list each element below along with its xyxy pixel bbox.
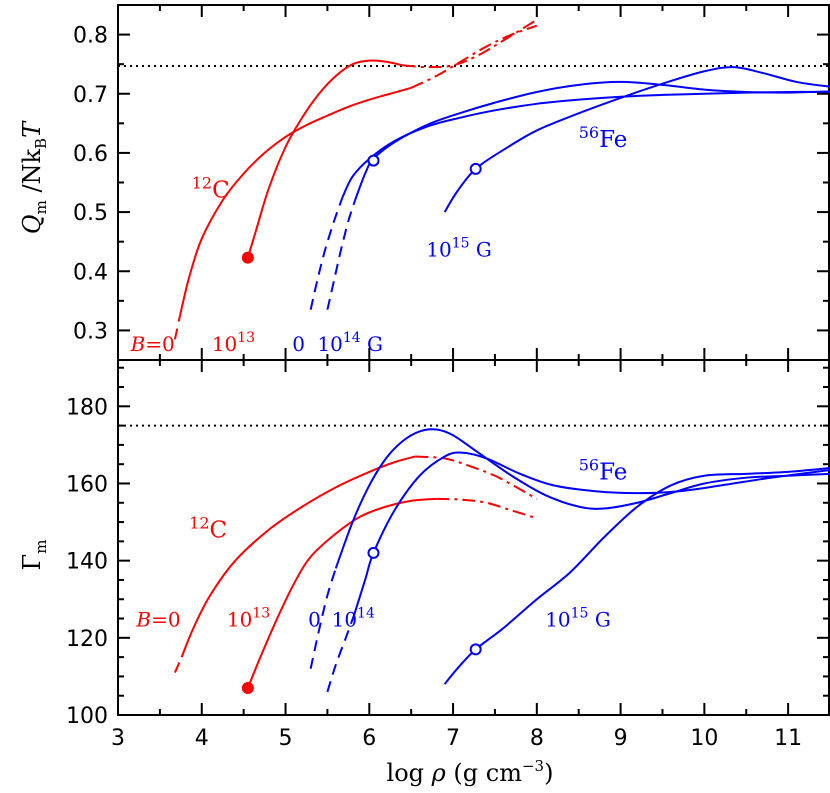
x-tick-label: 10	[690, 726, 718, 751]
y-tick-label: 100	[66, 704, 108, 729]
open-circle-marker	[469, 162, 482, 175]
filled-circle-marker	[241, 251, 254, 264]
y-tick-label: 0.3	[73, 319, 108, 344]
series-c-1e13-solid	[246, 497, 437, 689]
y-tick-label: 120	[66, 627, 108, 652]
curve-annotation: 56Fe	[579, 456, 628, 486]
curve-annotation: 56Fe	[579, 123, 628, 153]
series-fe-b0-solid	[341, 90, 830, 198]
curve-annotation: 1013	[227, 605, 270, 631]
series-c-b0-solid	[180, 455, 416, 658]
open-circle-marker	[469, 643, 482, 656]
series-c-1e13-solid	[246, 59, 404, 258]
y-tick-label: 0.6	[73, 142, 108, 167]
series-c-1e13-dashdot	[436, 497, 538, 520]
x-tick-label: 4	[195, 726, 209, 751]
curve-annotation: 1015 G	[426, 235, 492, 261]
curve-annotation: 1013	[212, 330, 255, 356]
open-circle-marker	[367, 154, 380, 167]
series-fe-1e15-solid	[443, 467, 830, 685]
series-fe-1e14-solid	[353, 451, 830, 615]
curves	[173, 18, 830, 694]
series-c-b0-dashdot	[410, 24, 538, 89]
series-c-b0-dashed	[174, 656, 183, 673]
ticks	[117, 4, 830, 716]
y-tick-label: 0.8	[73, 24, 108, 49]
y-tick-label: 140	[66, 550, 108, 575]
series-c-b0-dashed	[173, 315, 181, 340]
curve-annotation: 12C	[192, 173, 230, 203]
series-fe-1e15-solid	[443, 66, 830, 213]
bottom-y-axis-label: Γm	[18, 540, 50, 571]
curve-annotation: 0	[308, 607, 321, 631]
series-c-1e13-dashdot	[402, 18, 538, 69]
y-tick-label: 160	[66, 472, 108, 497]
curve-annotation: 1015 G	[545, 605, 611, 631]
series-fe-b0-dashed	[309, 568, 337, 669]
x-axis-label: log ρ (g cm−3)	[387, 757, 554, 787]
y-tick-label: 0.5	[73, 201, 108, 226]
series-c-b0-solid	[179, 86, 412, 316]
curve-annotation: 12C	[189, 514, 227, 544]
series-fe-1e14-solid	[354, 80, 830, 201]
series-fe-1e14-dashed	[326, 614, 356, 693]
curve-annotation: 1014 G	[317, 330, 383, 356]
x-tick-label: 3	[111, 726, 125, 751]
bottom-panel-frame	[117, 359, 830, 716]
bottom-panel	[117, 359, 830, 716]
series-fe-b0-solid	[334, 428, 830, 569]
x-tick-label: 6	[362, 726, 376, 751]
curve-annotation: 0	[292, 332, 305, 356]
curve-annotation: B=0	[135, 607, 180, 631]
x-tick-label: 5	[279, 726, 293, 751]
y-tick-label: 0.7	[73, 83, 108, 108]
labels: 0.3 0.4 0.5 0.6 0.7 0.8 B=0 1013 12C 0 1014 G 1015 …	[66, 24, 802, 751]
series-fe-1e14-dashed	[326, 199, 357, 310]
filled-circle-marker	[241, 681, 254, 694]
x-tick-label: 8	[530, 726, 544, 751]
x-tick-label: 9	[614, 726, 628, 751]
top-y-axis-label: Qm /NkBT	[18, 120, 50, 234]
y-tick-label: 0.4	[73, 260, 108, 285]
curve-annotation: B=0	[130, 332, 175, 356]
x-tick-label: 7	[446, 726, 460, 751]
x-tick-label: 11	[774, 726, 802, 751]
series-fe-b0-dashed	[309, 196, 344, 310]
curve-annotation: 1014	[332, 605, 375, 631]
open-circle-marker	[367, 546, 380, 559]
y-tick-label: 180	[66, 395, 108, 420]
